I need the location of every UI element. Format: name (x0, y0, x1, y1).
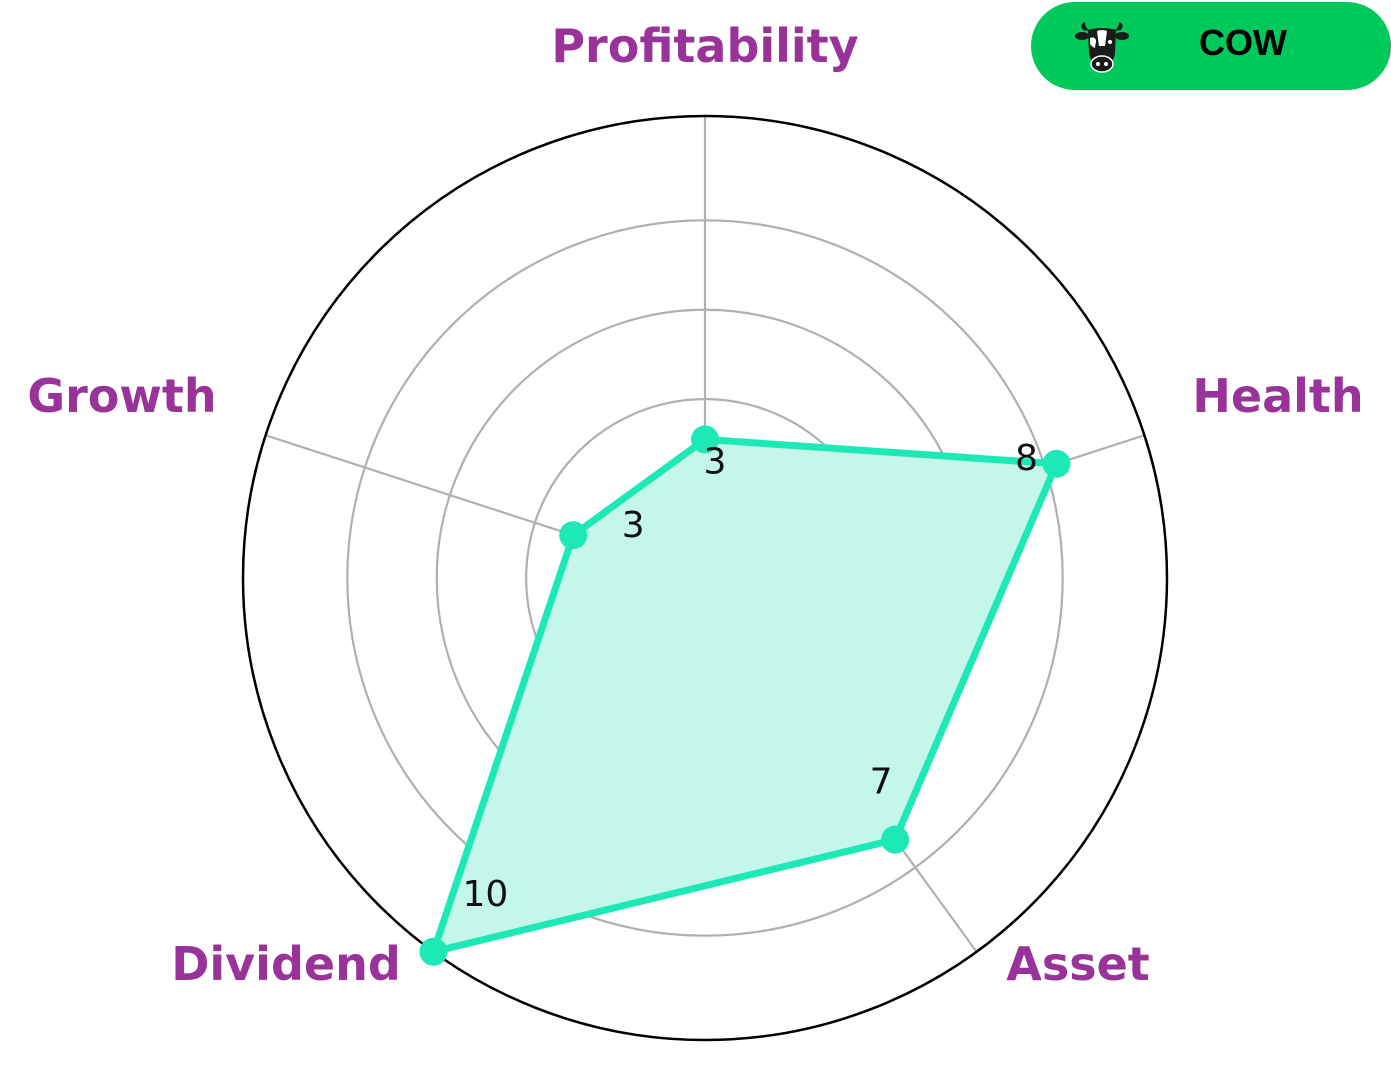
data-point-profitability (691, 425, 719, 454)
value-labels: 3 8 7 10 3 (463, 438, 1038, 915)
value-label-growth: 3 (622, 505, 645, 546)
axis-label-growth: Growth (27, 369, 216, 423)
value-label-health: 8 (1015, 438, 1038, 479)
series-line (429, 435, 1060, 956)
data-point-dividend (419, 937, 448, 966)
data-point-asset (881, 825, 910, 854)
outer-ring (241, 114, 1169, 1042)
axis-label-dividend: Dividend (171, 937, 401, 991)
data-point-growth (559, 521, 588, 550)
axis-labels: Profitability Health Asset Dividend Growth (27, 19, 1363, 991)
value-label-asset: 7 (870, 762, 893, 803)
axis-label-profitability: Profitability (551, 19, 858, 73)
cow-icon (1075, 20, 1129, 74)
ticker-label: COW (1199, 22, 1287, 63)
axis-label-asset: Asset (1006, 937, 1150, 991)
axis-label-health: Health (1192, 369, 1363, 423)
value-label-profitability: 3 (704, 441, 727, 482)
data-point-health (1042, 449, 1071, 478)
ticker-badge: COW (1031, 2, 1391, 90)
series-points (419, 425, 1071, 966)
value-label-dividend: 10 (463, 874, 509, 915)
